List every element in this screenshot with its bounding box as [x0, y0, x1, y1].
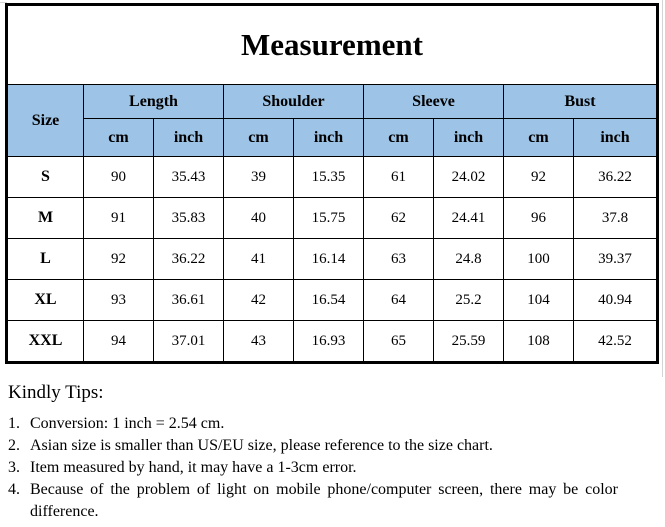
cell-shoulder-inch: 15.35 — [293, 156, 364, 198]
cell-bust-cm: 96 — [503, 197, 574, 239]
cell-length-cm: 91 — [83, 197, 154, 239]
cell-shoulder-cm: 39 — [223, 156, 294, 198]
cell-bust-cm: 108 — [503, 320, 574, 363]
unit-header-bust-inch: inch — [572, 118, 659, 157]
tip-text: Asian size is smaller than US/EU size, p… — [30, 437, 493, 454]
measurement-table: Measurement Size Length Shoulder Sleeve … — [5, 3, 660, 364]
cell-bust-inch: 42.52 — [572, 320, 659, 363]
title-row: Measurement — [5, 4, 659, 85]
tip-item-2: 2. Asian size is smaller than US/EU size… — [8, 435, 658, 457]
cell-length-cm: 94 — [83, 320, 154, 363]
screenshot-edge-artifact-top — [0, 2, 7, 3]
cell-length-cm: 92 — [83, 238, 154, 280]
column-group-sleeve: Sleeve — [363, 84, 504, 119]
unit-header-length-inch: inch — [153, 118, 224, 157]
cell-shoulder-cm: 41 — [223, 238, 294, 280]
tip-text: Because of the problem of light on mobil… — [30, 481, 618, 520]
row-size-label: M — [6, 197, 84, 239]
column-header-size: Size — [6, 84, 84, 157]
cell-length-cm: 93 — [83, 279, 154, 321]
cell-sleeve-inch: 25.59 — [433, 320, 504, 363]
cell-sleeve-inch: 24.41 — [433, 197, 504, 239]
cell-shoulder-inch: 16.14 — [293, 238, 364, 280]
column-group-header-row: Size Length Shoulder Sleeve Bust — [6, 84, 659, 157]
unit-header-shoulder-cm: cm — [223, 118, 294, 157]
table-row-m: M 91 35.83 40 15.75 62 24.41 96 37.8 — [6, 197, 659, 239]
unit-header-length-cm: cm — [83, 118, 154, 157]
cell-length-inch: 36.61 — [153, 279, 224, 321]
tips-heading: Kindly Tips: — [8, 382, 104, 403]
tip-number: 4. — [8, 481, 20, 498]
row-size-label: S — [6, 156, 84, 198]
cell-sleeve-cm: 65 — [363, 320, 434, 363]
cell-length-inch: 35.83 — [153, 197, 224, 239]
cell-sleeve-inch: 24.8 — [433, 238, 504, 280]
cell-length-inch: 37.01 — [153, 320, 224, 363]
cell-bust-cm: 92 — [503, 156, 574, 198]
cell-length-inch: 35.43 — [153, 156, 224, 198]
page-title: Measurement — [5, 4, 659, 85]
row-size-label: XL — [6, 279, 84, 321]
tip-text: Item measured by hand, it may have a 1-3… — [30, 459, 357, 476]
cell-shoulder-cm: 40 — [223, 197, 294, 239]
cell-sleeve-cm: 63 — [363, 238, 434, 280]
screenshot-edge-artifact-right — [662, 0, 663, 377]
kindly-tips-section: Kindly Tips: 1. Conversion: 1 inch = 2.5… — [8, 380, 658, 523]
cell-shoulder-cm: 42 — [223, 279, 294, 321]
table-row-xl: XL 93 36.61 42 16.54 64 25.2 104 40.94 — [6, 279, 659, 321]
unit-header-shoulder-inch: inch — [293, 118, 364, 157]
cell-sleeve-inch: 25.2 — [433, 279, 504, 321]
cell-bust-cm: 104 — [503, 279, 574, 321]
cell-bust-inch: 39.37 — [572, 238, 659, 280]
tip-number: 2. — [8, 437, 20, 454]
cell-bust-inch: 37.8 — [572, 197, 659, 239]
cell-length-inch: 36.22 — [153, 238, 224, 280]
cell-shoulder-inch: 15.75 — [293, 197, 364, 239]
column-group-length: Length — [83, 84, 224, 119]
unit-header-sleeve-cm: cm — [363, 118, 434, 157]
column-group-bust: Bust — [502, 84, 659, 119]
table-row-l: L 92 36.22 41 16.14 63 24.8 100 39.37 — [6, 238, 659, 280]
cell-sleeve-cm: 62 — [363, 197, 434, 239]
cell-shoulder-inch: 16.93 — [293, 320, 364, 363]
cell-bust-inch: 40.94 — [572, 279, 659, 321]
row-size-label: XXL — [6, 320, 84, 363]
cell-length-cm: 90 — [83, 156, 154, 198]
tip-item-1: 1. Conversion: 1 inch = 2.54 cm. — [8, 413, 658, 435]
unit-header-sleeve-inch: inch — [433, 118, 504, 157]
tip-number: 1. — [8, 415, 20, 432]
tip-number: 3. — [8, 459, 20, 476]
cell-sleeve-inch: 24.02 — [433, 156, 504, 198]
row-size-label: L — [6, 238, 84, 280]
table-row-xxl: XXL 94 37.01 43 16.93 65 25.59 108 42.52 — [6, 320, 659, 363]
cell-bust-inch: 36.22 — [572, 156, 659, 198]
cell-shoulder-inch: 16.54 — [293, 279, 364, 321]
cell-bust-cm: 100 — [503, 238, 574, 280]
cell-shoulder-cm: 43 — [223, 320, 294, 363]
cell-sleeve-cm: 61 — [363, 156, 434, 198]
table-row-s: S 90 35.43 39 15.35 61 24.02 92 36.22 — [6, 156, 659, 198]
unit-header-bust-cm: cm — [503, 118, 574, 157]
tip-item-4: 4. Because of the problem of light on mo… — [8, 479, 658, 523]
column-group-shoulder: Shoulder — [223, 84, 364, 119]
tip-item-3: 3. Item measured by hand, it may have a … — [8, 457, 658, 479]
cell-sleeve-cm: 64 — [363, 279, 434, 321]
unit-header-row: cm inch cm inch cm inch cm inch — [7, 118, 659, 157]
tip-text: Conversion: 1 inch = 2.54 cm. — [30, 415, 225, 432]
